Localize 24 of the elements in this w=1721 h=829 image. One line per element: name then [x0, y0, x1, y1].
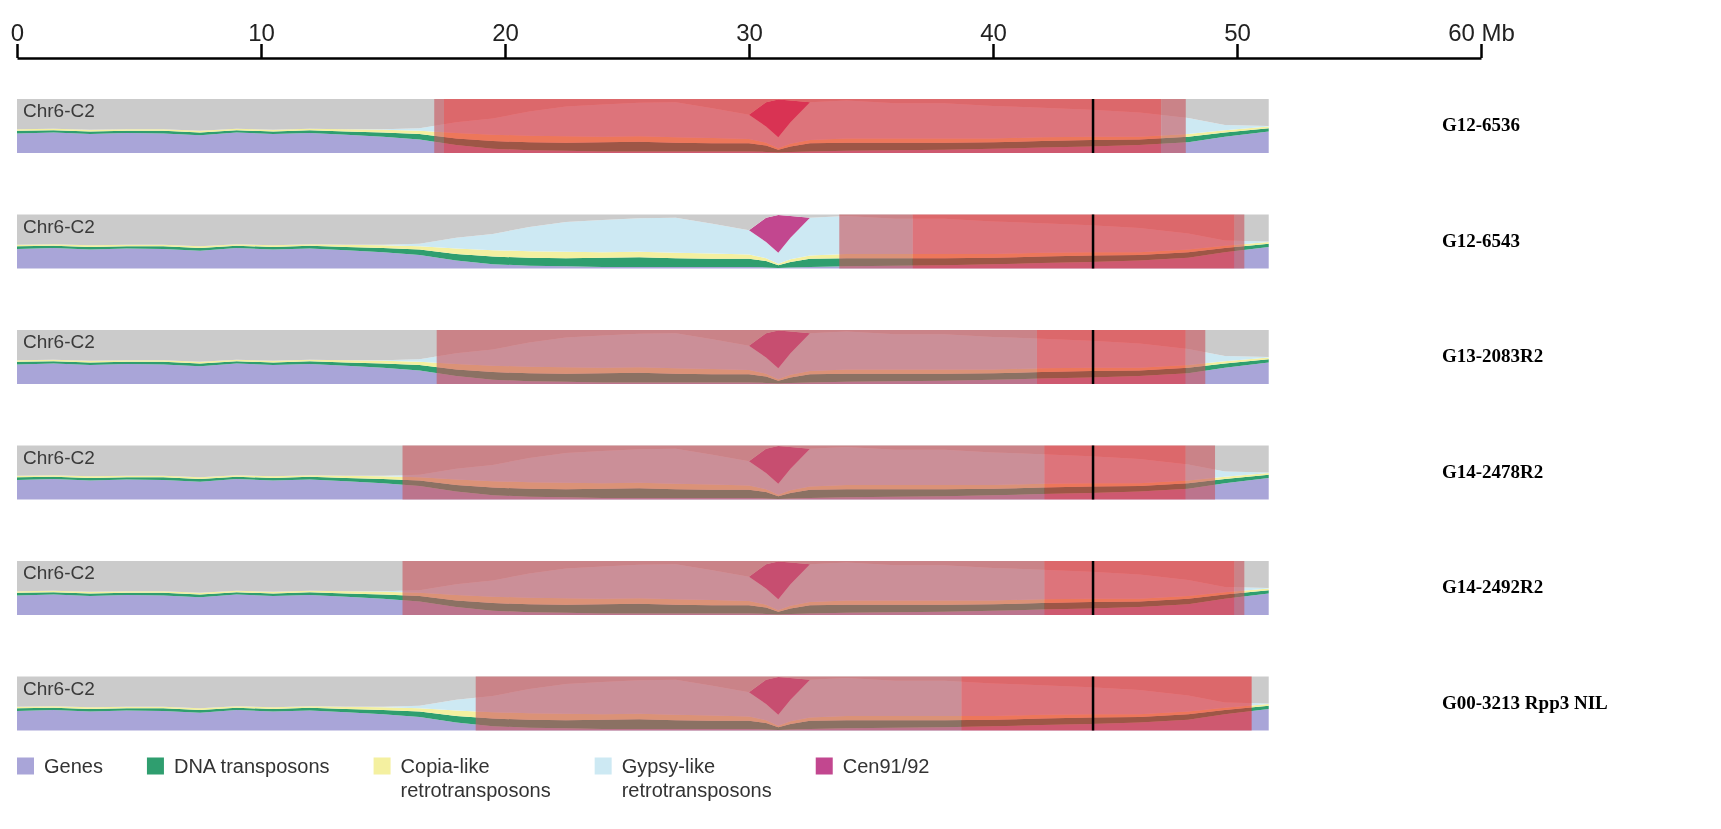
annotation: Chr6-C2: [23, 446, 95, 468]
annotation: Chr6-C2: [23, 562, 95, 583]
text: G13-2083R2: [1442, 345, 1544, 366]
text: G14-2492R2: [1442, 576, 1544, 597]
x-tick-label: 30: [736, 19, 763, 46]
text: G00-3213 Rpp3 NIL: [1442, 691, 1608, 713]
x-tick-label: 40: [980, 19, 1007, 46]
legend-label: DNA transposons: [173, 754, 330, 777]
text: G14-2478R2: [1442, 460, 1544, 482]
x-tick-label: 20: [492, 19, 519, 46]
legend-label: Copia-like retrotransposons: [400, 754, 551, 801]
annotation: Chr6-C2: [23, 100, 95, 121]
text: G12-6543: [1442, 229, 1521, 251]
annotation: Chr6-C2: [23, 215, 95, 237]
legend-label: Gypsy-like retrotransposons: [621, 754, 772, 801]
x-tick-label: 60 Mb: [1448, 19, 1515, 46]
annotation: Chr6-C2: [23, 331, 95, 352]
x-tick-label: 0: [10, 19, 25, 46]
x-tick-label: 50: [1224, 19, 1251, 46]
x-tick-label: 10: [248, 19, 275, 46]
legend-label: Cen91/92: [842, 754, 930, 777]
annotation: Chr6-C2: [23, 677, 95, 699]
legend-label: Genes: [44, 754, 103, 777]
text: G12-6536: [1442, 114, 1521, 135]
